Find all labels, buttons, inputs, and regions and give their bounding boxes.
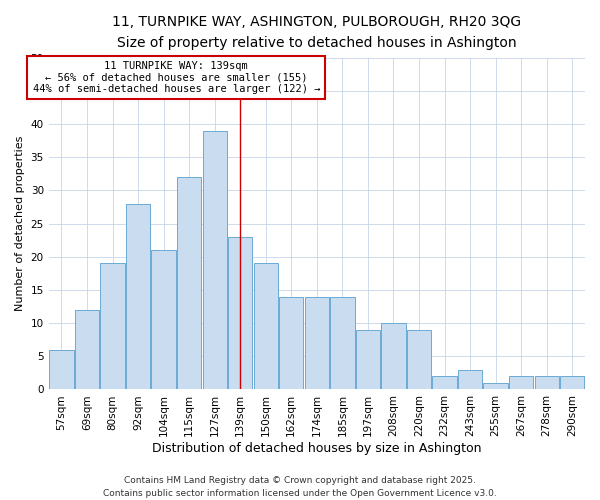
Text: 11 TURNPIKE WAY: 139sqm
← 56% of detached houses are smaller (155)
44% of semi-d: 11 TURNPIKE WAY: 139sqm ← 56% of detache…: [32, 61, 320, 94]
Bar: [203, 130, 227, 390]
Bar: [458, 370, 482, 390]
Text: Contains HM Land Registry data © Crown copyright and database right 2025.
Contai: Contains HM Land Registry data © Crown c…: [103, 476, 497, 498]
Bar: [126, 204, 150, 390]
Bar: [177, 177, 201, 390]
Bar: [509, 376, 533, 390]
Bar: [228, 237, 253, 390]
Bar: [407, 330, 431, 390]
Bar: [75, 310, 99, 390]
Bar: [254, 264, 278, 390]
Bar: [330, 296, 355, 390]
Bar: [279, 296, 304, 390]
Bar: [305, 296, 329, 390]
Bar: [356, 330, 380, 390]
Bar: [100, 264, 125, 390]
X-axis label: Distribution of detached houses by size in Ashington: Distribution of detached houses by size …: [152, 442, 482, 455]
Title: 11, TURNPIKE WAY, ASHINGTON, PULBOROUGH, RH20 3QG
Size of property relative to d: 11, TURNPIKE WAY, ASHINGTON, PULBOROUGH,…: [112, 15, 521, 50]
Bar: [484, 383, 508, 390]
Y-axis label: Number of detached properties: Number of detached properties: [15, 136, 25, 312]
Bar: [560, 376, 584, 390]
Bar: [151, 250, 176, 390]
Bar: [433, 376, 457, 390]
Bar: [49, 350, 74, 390]
Bar: [535, 376, 559, 390]
Bar: [382, 323, 406, 390]
